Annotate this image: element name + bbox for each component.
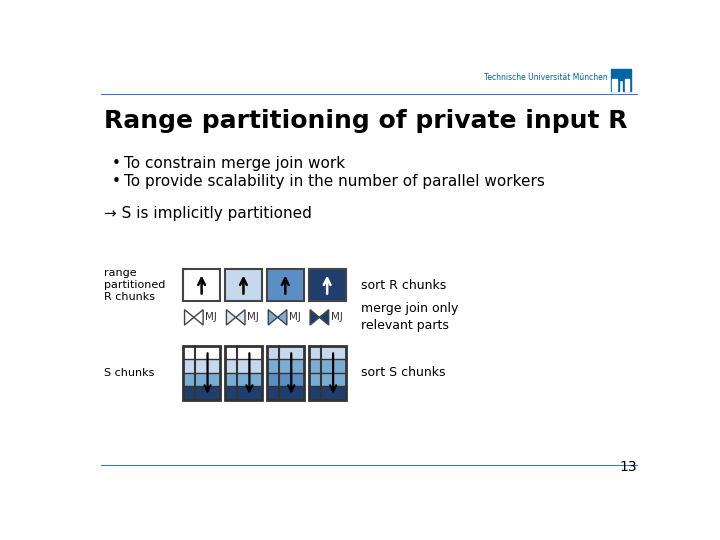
Bar [625, 79, 629, 91]
Bar [225, 346, 262, 400]
Text: Technische Universität München: Technische Universität München [484, 72, 608, 82]
Bar [183, 386, 220, 400]
Text: MJ: MJ [205, 312, 217, 322]
Polygon shape [194, 309, 203, 325]
Bar [309, 373, 346, 386]
Polygon shape [269, 309, 277, 325]
Text: sort S chunks: sort S chunks [361, 366, 446, 379]
Bar [309, 346, 346, 400]
Text: •: • [112, 174, 120, 189]
Text: MJ: MJ [331, 312, 343, 322]
Bar [309, 269, 346, 301]
Polygon shape [310, 309, 320, 325]
Bar [618, 70, 624, 80]
Text: MJ: MJ [248, 312, 259, 322]
Text: 13: 13 [619, 461, 637, 475]
Text: •: • [112, 156, 120, 171]
Bar [183, 373, 220, 386]
Bar [266, 359, 304, 373]
Text: MJ: MJ [289, 312, 301, 322]
Bar [309, 359, 346, 373]
Bar [225, 359, 262, 373]
Bar [266, 346, 304, 359]
Bar [611, 70, 618, 91]
Bar [612, 79, 617, 91]
Bar [225, 269, 262, 301]
Bar [266, 373, 304, 386]
Bar [183, 359, 220, 373]
Bar [266, 269, 304, 301]
Text: sort R chunks: sort R chunks [361, 279, 446, 292]
Text: merge join only
relevant parts: merge join only relevant parts [361, 302, 459, 332]
Polygon shape [184, 309, 194, 325]
Bar [309, 386, 346, 400]
Polygon shape [235, 309, 245, 325]
Bar [266, 346, 304, 400]
Bar [309, 346, 346, 359]
Polygon shape [226, 309, 235, 325]
Text: To provide scalability in the number of parallel workers: To provide scalability in the number of … [124, 174, 545, 189]
Bar [225, 386, 262, 400]
Bar [183, 269, 220, 301]
Polygon shape [320, 309, 329, 325]
Text: Range partitioning of private input R: Range partitioning of private input R [104, 110, 627, 133]
Text: To constrain merge join work: To constrain merge join work [124, 156, 345, 171]
Bar [225, 346, 262, 359]
Text: S chunks: S chunks [104, 368, 154, 378]
Bar [624, 70, 631, 91]
Polygon shape [277, 309, 287, 325]
Bar [183, 346, 220, 359]
Bar [225, 373, 262, 386]
Text: → S is implicitly partitioned: → S is implicitly partitioned [104, 206, 312, 221]
Bar [183, 346, 220, 400]
Bar [266, 386, 304, 400]
Text: range
partitioned
R chunks: range partitioned R chunks [104, 268, 166, 302]
